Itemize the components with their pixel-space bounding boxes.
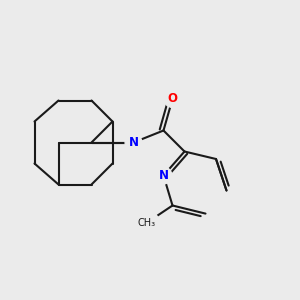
Text: N: N xyxy=(158,169,169,182)
Text: CH₃: CH₃ xyxy=(138,218,156,228)
Circle shape xyxy=(155,167,172,184)
Text: O: O xyxy=(167,92,178,106)
Circle shape xyxy=(135,211,159,235)
Circle shape xyxy=(164,91,181,107)
Text: N: N xyxy=(128,136,139,149)
Circle shape xyxy=(125,134,142,151)
